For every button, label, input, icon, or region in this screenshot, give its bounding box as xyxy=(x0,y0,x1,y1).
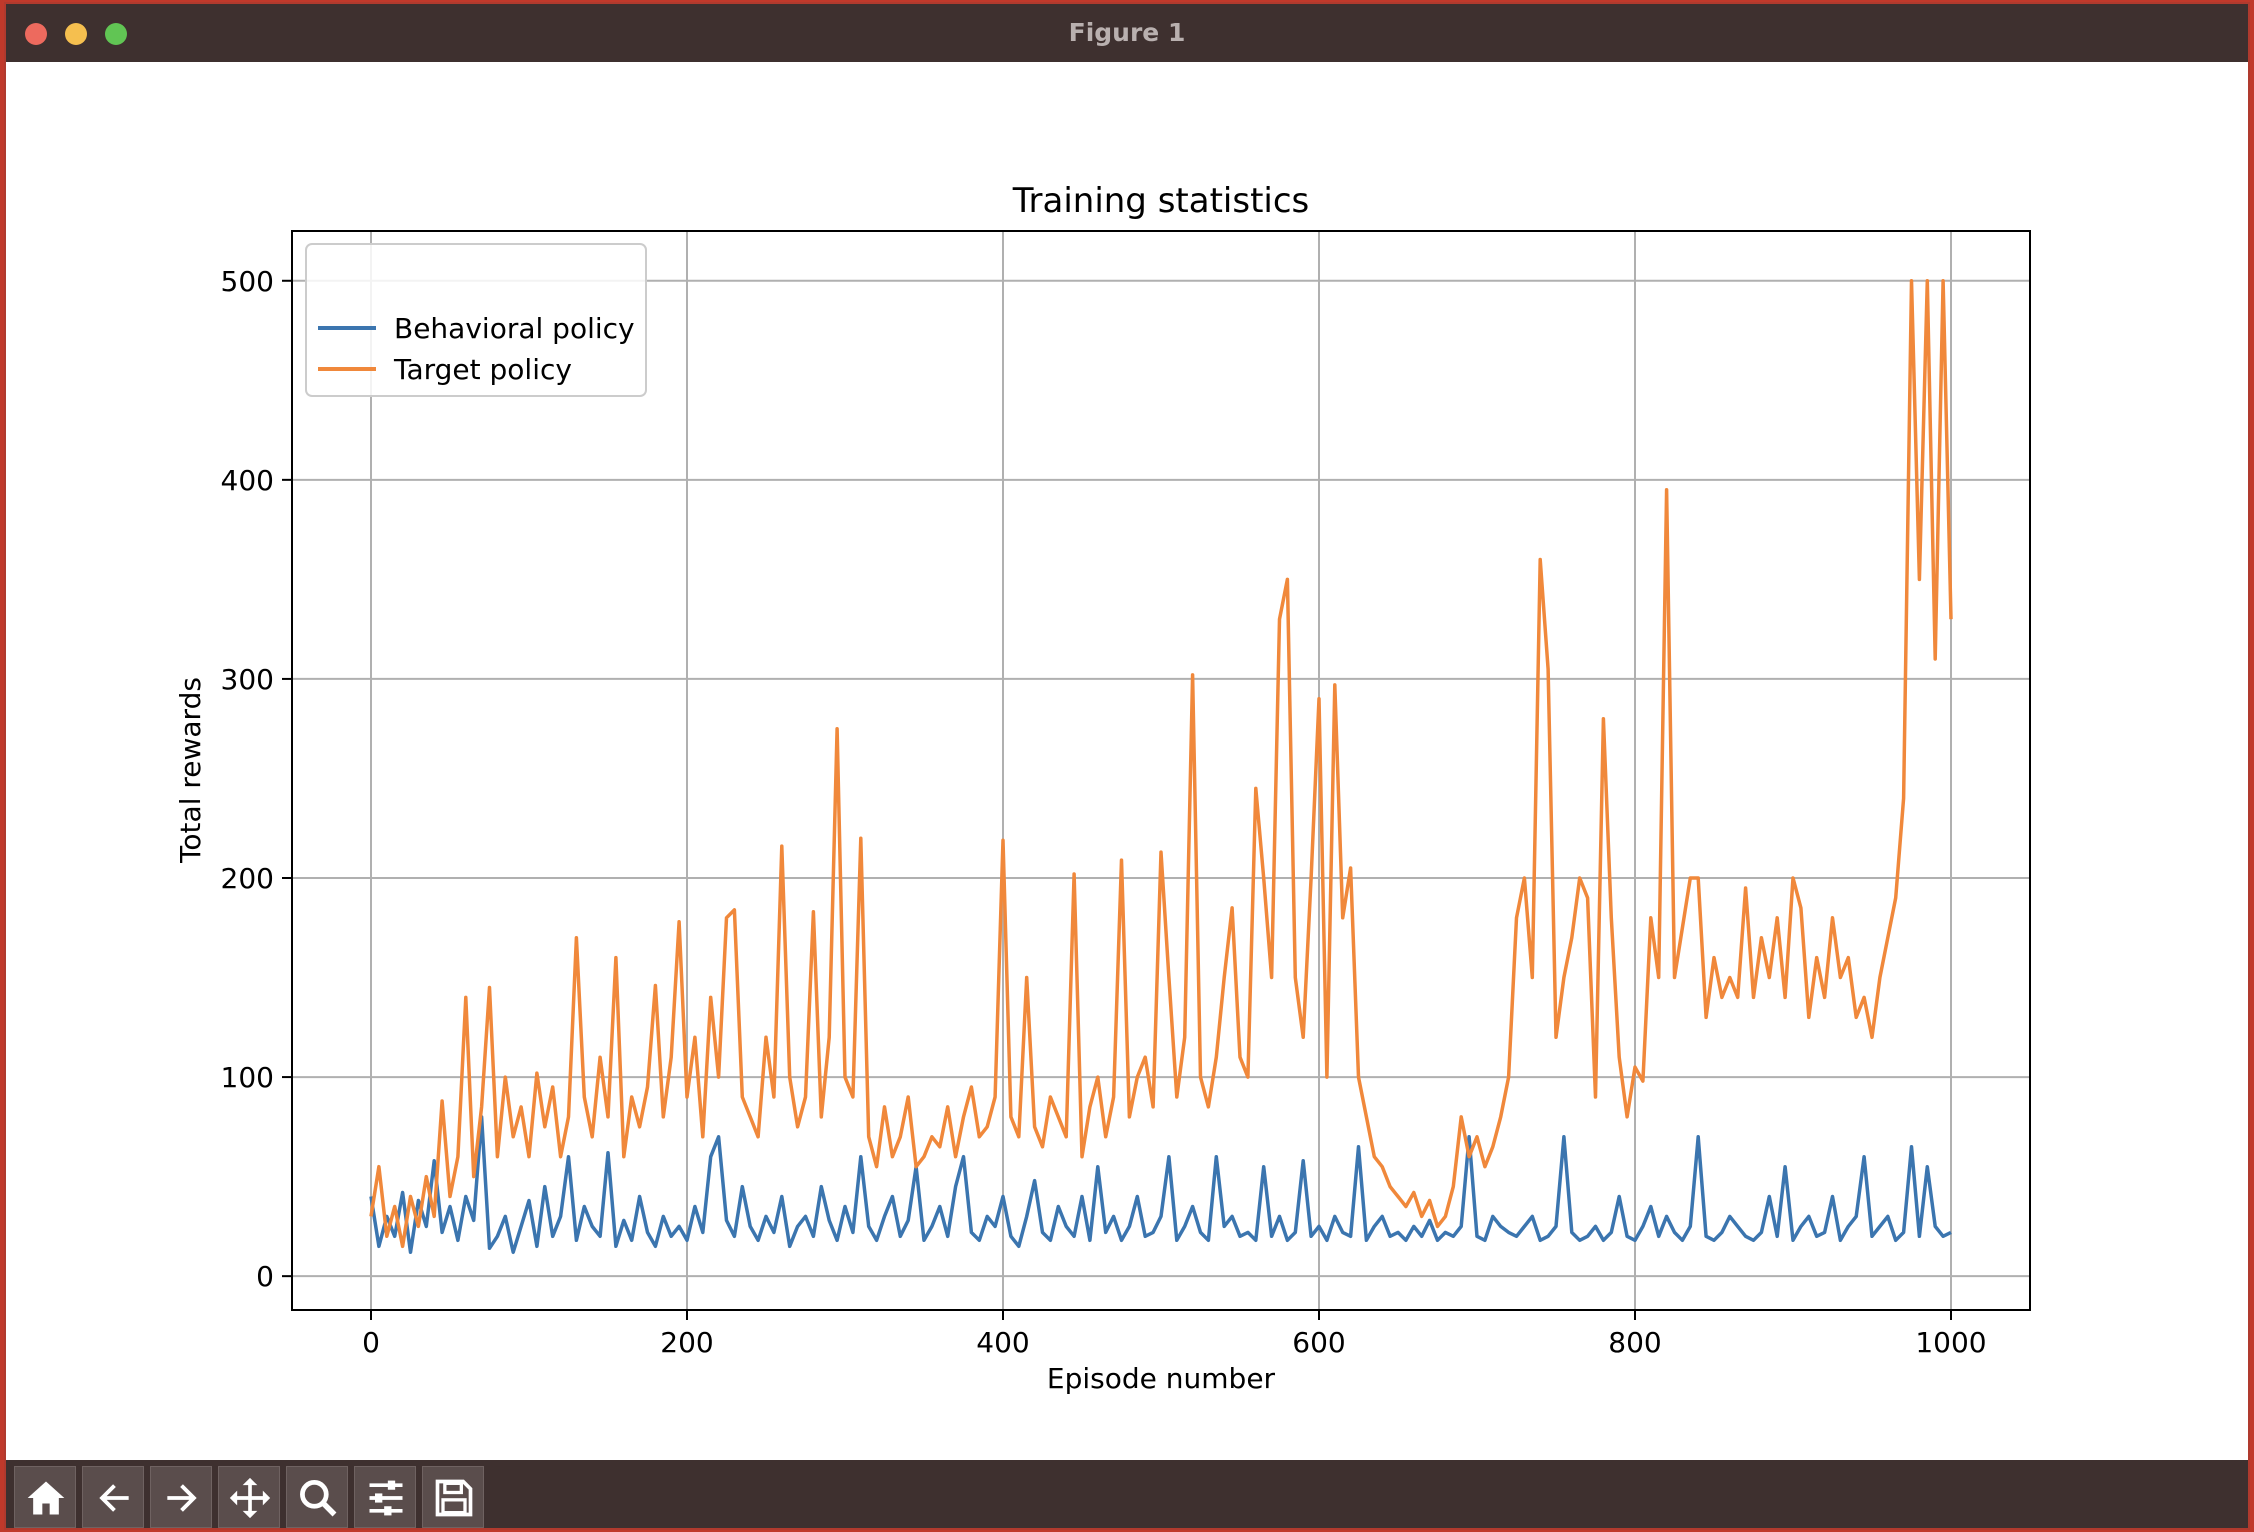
y-tick-label: 100 xyxy=(221,1061,274,1094)
title-bar: Figure 1 xyxy=(6,4,2248,62)
x-tick-label: 0 xyxy=(362,1326,380,1359)
configure-subplots-button[interactable] xyxy=(354,1466,416,1528)
zoom-button[interactable] xyxy=(286,1466,348,1528)
legend-label-target: Target policy xyxy=(393,353,572,386)
series-layer xyxy=(369,279,1953,1255)
x-tick-label: 400 xyxy=(976,1326,1029,1359)
chart-title: Training statistics xyxy=(1012,181,1310,221)
y-tick-label: 200 xyxy=(221,862,274,895)
close-window-button[interactable] xyxy=(25,23,47,45)
axes-frame xyxy=(291,230,2031,1311)
configure-subplots-icon xyxy=(369,1480,403,1516)
legend: Behavioral policy Target policy xyxy=(305,243,647,397)
y-tick-label: 400 xyxy=(221,464,274,497)
line-chart[interactable]: 0 200 400 600 800 1000 0 100 200 300 400 500 Traini… xyxy=(6,62,2248,1460)
maximize-window-button[interactable] xyxy=(105,23,127,45)
plot-canvas[interactable]: 0 200 400 600 800 1000 0 100 200 300 400 500 Traini… xyxy=(6,62,2248,1460)
legend-box xyxy=(305,243,647,397)
series-line-target-policy xyxy=(369,279,1953,1249)
y-axis-label: Total rewards xyxy=(174,677,207,864)
x-tick-label: 800 xyxy=(1608,1326,1661,1359)
y-tick-label: 300 xyxy=(221,663,274,696)
series-line-behavioral-policy xyxy=(369,1115,1952,1255)
pan-icon xyxy=(229,1477,271,1519)
x-tick-label: 600 xyxy=(1292,1326,1345,1359)
save-icon xyxy=(435,1479,473,1517)
back-button[interactable] xyxy=(82,1466,144,1528)
back-arrow-icon xyxy=(99,1484,129,1512)
x-tick-label: 200 xyxy=(660,1326,713,1359)
forward-arrow-icon xyxy=(167,1484,197,1512)
x-tick-label: 1000 xyxy=(1915,1326,1986,1359)
x-axis-label: Episode number xyxy=(1047,1362,1276,1395)
y-tick-label: 0 xyxy=(256,1260,274,1293)
figure-window: Figure 1 0 200 400 600 800 1000 0 100 200 300 400 5… xyxy=(4,2,2250,1530)
navigation-toolbar xyxy=(6,1460,2248,1528)
forward-button[interactable] xyxy=(150,1466,212,1528)
minimize-window-button[interactable] xyxy=(65,23,87,45)
zoom-icon xyxy=(300,1480,337,1517)
home-button[interactable] xyxy=(14,1466,76,1528)
pan-button[interactable] xyxy=(218,1466,280,1528)
y-tick-label: 500 xyxy=(221,265,274,298)
home-icon xyxy=(27,1481,65,1515)
axes-background xyxy=(292,231,2030,1310)
save-button[interactable] xyxy=(422,1466,484,1528)
window-title: Figure 1 xyxy=(1068,18,1186,47)
legend-label-behavioral: Behavioral policy xyxy=(394,312,635,345)
ticks: 0 200 400 600 800 1000 0 100 200 300 400 500 xyxy=(221,265,1987,1359)
